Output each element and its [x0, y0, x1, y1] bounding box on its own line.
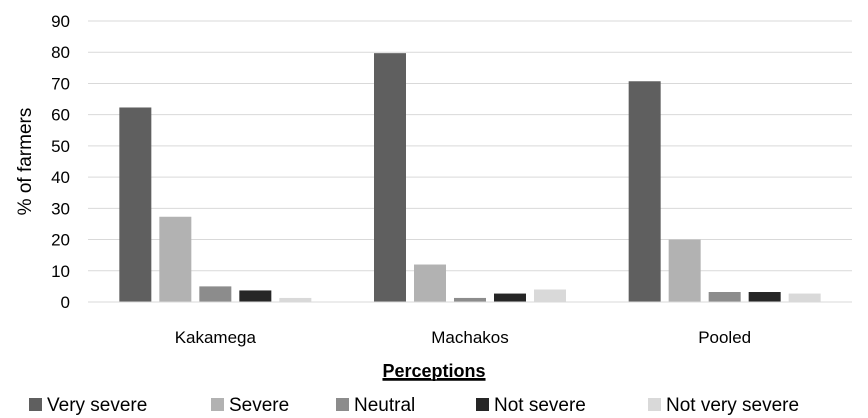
bar — [748, 292, 781, 302]
legend: Very severe Severe Neutral Not severe Not ve… — [29, 395, 799, 416]
legend-swatch — [29, 398, 42, 411]
x-axis-categories: Kakamega Machakos Pooled — [175, 328, 751, 347]
bar — [494, 293, 526, 302]
x-category-label: Kakamega — [175, 328, 257, 347]
bar — [708, 292, 741, 302]
y-tick-label: 60 — [51, 106, 70, 125]
bars — [119, 53, 821, 303]
legend-swatch — [211, 398, 224, 411]
bar — [534, 289, 566, 302]
bar — [239, 290, 272, 302]
gridlines — [88, 20, 852, 272]
x-category-label: Machakos — [431, 328, 508, 347]
y-tick-label: 0 — [61, 293, 70, 312]
bar — [119, 107, 152, 302]
legend-swatch — [476, 398, 489, 411]
legend-swatch — [648, 398, 661, 411]
legend-label: Not severe — [494, 395, 586, 416]
legend-swatch — [336, 398, 349, 411]
legend-label: Neutral — [354, 395, 415, 416]
y-tick-label: 40 — [51, 168, 70, 187]
bar — [199, 286, 232, 302]
y-axis-ticks: 0 10 20 30 40 50 60 70 80 90 — [51, 12, 70, 312]
bar — [279, 297, 312, 302]
y-tick-label: 20 — [51, 231, 70, 250]
bar — [454, 297, 486, 302]
y-tick-label: 10 — [51, 262, 70, 281]
x-category-label: Pooled — [698, 328, 751, 347]
bar — [668, 239, 701, 302]
legend-label: Severe — [229, 395, 289, 416]
y-tick-label: 80 — [51, 43, 70, 62]
legend-label: Not very severe — [666, 395, 799, 416]
y-tick-label: 50 — [51, 137, 70, 156]
bar — [374, 53, 406, 302]
legend-label: Very severe — [47, 395, 147, 416]
x-axis-title: Perceptions — [382, 361, 485, 381]
bar — [628, 81, 661, 303]
y-tick-label: 90 — [51, 12, 70, 31]
bar — [159, 216, 192, 302]
y-axis-title: % of farmers — [15, 108, 36, 216]
bar — [414, 264, 446, 302]
y-tick-label: 70 — [51, 74, 70, 93]
bar — [788, 293, 821, 302]
y-tick-label: 30 — [51, 199, 70, 218]
